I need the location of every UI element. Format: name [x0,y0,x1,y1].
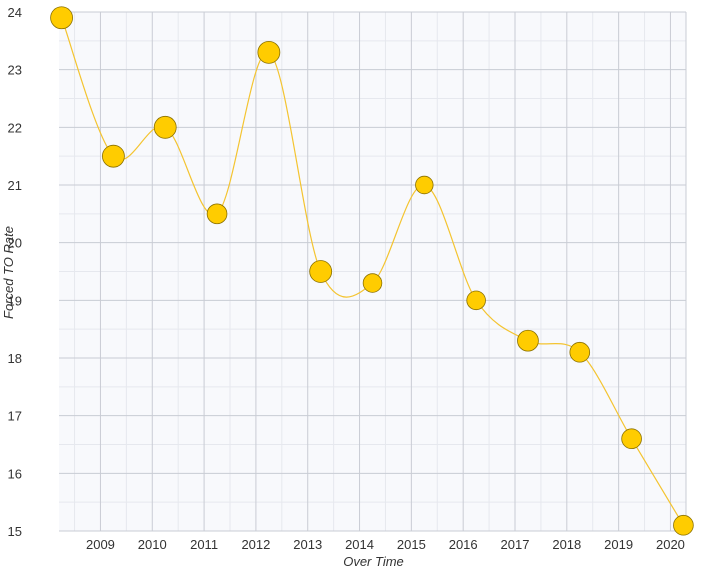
x-tick-label: 2016 [449,537,478,552]
x-tick-label: 2013 [293,537,322,552]
x-tick-label: 2011 [190,537,218,552]
x-tick-label: 2018 [552,537,581,552]
y-tick-label: 22 [8,120,22,135]
data-point-2[interactable] [153,115,177,139]
x-axis-label: Over Time [343,554,404,569]
y-tick-label: 21 [8,178,22,193]
data-point-3[interactable] [206,203,228,225]
y-tick-label: 23 [8,63,22,78]
x-tick-label: 2009 [86,537,115,552]
x-tick-label: 2020 [656,537,685,552]
data-point-10[interactable] [569,341,591,363]
data-markers [50,6,694,536]
data-point-0[interactable] [50,6,73,30]
y-axis-label: Forced TO Rate [1,226,16,319]
data-point-8[interactable] [466,290,486,311]
y-tick-label: 20 [8,236,22,251]
y-tick-label: 15 [8,524,22,539]
x-axis-tick-labels: 2009 2010 2011 2012 2013 2014 2015 2016 2017 2018… [86,537,685,552]
x-tick-label: 2015 [397,537,426,552]
data-point-7[interactable] [415,175,434,195]
data-point-5[interactable] [309,260,333,283]
y-tick-label: 16 [8,466,22,481]
y-tick-label: 17 [8,409,22,424]
x-tick-label: 2019 [604,537,633,552]
data-point-6[interactable] [362,273,383,293]
data-point-9[interactable] [517,329,539,352]
data-point-12[interactable] [673,514,694,536]
x-tick-label: 2014 [345,537,374,552]
y-tick-label: 18 [8,351,22,366]
y-tick-label: 19 [8,293,22,308]
x-tick-label: 2010 [138,537,167,552]
y-axis-tick-labels: 15 16 17 18 19 20 21 22 23 24 [8,5,22,539]
x-tick-label: 2012 [241,537,270,552]
data-point-11[interactable] [621,428,642,450]
x-tick-label: 2017 [501,537,530,552]
data-point-4[interactable] [257,40,281,64]
y-tick-label: 24 [8,5,22,20]
major-gridlines [59,11,687,532]
data-point-1[interactable] [102,144,125,168]
minor-gridlines [59,12,686,531]
